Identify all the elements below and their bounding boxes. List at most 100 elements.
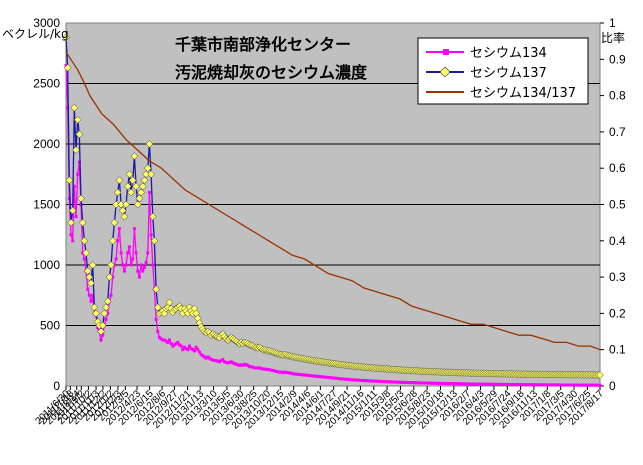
chart-title-line2: 汚泥焼却灰のセシウム濃度 bbox=[175, 63, 368, 82]
series-1-point bbox=[343, 377, 347, 381]
series-1-point bbox=[77, 160, 81, 164]
series-1-point bbox=[261, 367, 265, 371]
series-1-point bbox=[239, 363, 243, 367]
series-2-point bbox=[88, 261, 97, 269]
series-1-point bbox=[533, 383, 537, 387]
series-1-point bbox=[216, 359, 220, 363]
series-1-point bbox=[536, 383, 540, 387]
series-1-point bbox=[136, 269, 140, 273]
series-1-point bbox=[585, 383, 589, 387]
series-1-point bbox=[117, 227, 121, 231]
series-1-point bbox=[369, 379, 373, 383]
series-1-point bbox=[243, 362, 247, 366]
series-1-point bbox=[359, 378, 363, 382]
series-1-point bbox=[541, 383, 545, 387]
series-1-point bbox=[453, 382, 457, 386]
series-1-point bbox=[234, 362, 238, 366]
series-1-point bbox=[86, 287, 90, 291]
series-1-point bbox=[338, 377, 342, 381]
series-1-point bbox=[219, 359, 223, 363]
series-2-point bbox=[113, 188, 122, 197]
series-2-point bbox=[135, 194, 144, 203]
series-1-point bbox=[334, 376, 338, 380]
series-1-point bbox=[441, 381, 445, 385]
series-1-point bbox=[506, 382, 510, 386]
series-1-point bbox=[376, 379, 380, 383]
series-2-point bbox=[63, 63, 72, 72]
series-1-point bbox=[179, 344, 183, 348]
series-1-point bbox=[535, 383, 539, 387]
series-1-point bbox=[156, 330, 160, 334]
series-2-point bbox=[105, 273, 114, 281]
series-1-point bbox=[192, 349, 196, 353]
series-1-point bbox=[446, 382, 450, 386]
series-1-point bbox=[521, 383, 525, 387]
series-1-point bbox=[563, 383, 567, 387]
series-2-point bbox=[148, 212, 157, 221]
series-1-point bbox=[560, 383, 564, 387]
series-2-point bbox=[75, 130, 84, 139]
series-1-point bbox=[378, 379, 382, 383]
series-1-point bbox=[74, 215, 78, 219]
series-2-point bbox=[62, 33, 70, 42]
series-1-point bbox=[520, 383, 524, 387]
series-1-point bbox=[485, 382, 489, 386]
series-2-point bbox=[100, 309, 109, 318]
series-1-point bbox=[478, 382, 482, 386]
series-1-point bbox=[161, 338, 165, 342]
series-2-point bbox=[82, 249, 90, 257]
series-1-point bbox=[299, 373, 303, 377]
series-1-point bbox=[580, 383, 584, 387]
series-1-point bbox=[76, 172, 80, 176]
series-1-point bbox=[379, 379, 383, 383]
series-1-point bbox=[418, 381, 422, 385]
series-1-point bbox=[226, 361, 230, 365]
series-2-point bbox=[77, 194, 85, 203]
series-1-point bbox=[431, 381, 435, 385]
series-1-point bbox=[575, 383, 579, 387]
series-1-point bbox=[248, 365, 252, 369]
series-1-point bbox=[449, 382, 453, 386]
series-1-point bbox=[396, 380, 400, 384]
y-right-tick-label: 0.7 bbox=[609, 125, 626, 139]
series-1-point bbox=[356, 378, 360, 382]
series-1-point bbox=[69, 233, 73, 237]
series-1-point bbox=[229, 360, 233, 364]
y-right-tick-label: 0.3 bbox=[609, 270, 626, 284]
series-2-point bbox=[122, 200, 130, 209]
series-1-point bbox=[551, 383, 555, 387]
series-1-point bbox=[318, 375, 322, 379]
series-1-point bbox=[176, 340, 180, 344]
series-1-point bbox=[488, 382, 492, 386]
series-1-point bbox=[137, 275, 141, 279]
series-1-point bbox=[194, 345, 198, 349]
series-1-point bbox=[284, 370, 288, 374]
series-1-point bbox=[109, 293, 113, 297]
series-1-point bbox=[493, 382, 497, 386]
series-1-point bbox=[291, 372, 295, 376]
series-1-point bbox=[187, 344, 191, 348]
series-1-point bbox=[358, 378, 362, 382]
series-1-point bbox=[199, 353, 203, 357]
series-1-point bbox=[72, 184, 76, 188]
series-1-point bbox=[593, 383, 597, 387]
series-1-point bbox=[501, 382, 505, 386]
series-1-point bbox=[351, 378, 355, 382]
series-1-point bbox=[386, 380, 390, 384]
series-1-point bbox=[389, 380, 393, 384]
series-1-point bbox=[408, 381, 412, 385]
series-2-point bbox=[120, 212, 129, 221]
series-1-point bbox=[595, 383, 599, 387]
series-1-point bbox=[545, 383, 549, 387]
series-1-point bbox=[591, 383, 595, 387]
legend-marker bbox=[443, 49, 449, 55]
series-1-point bbox=[266, 368, 270, 372]
series-group bbox=[62, 33, 604, 387]
series-1-point bbox=[466, 382, 470, 386]
series-1-point bbox=[491, 382, 495, 386]
series-1-point bbox=[206, 355, 210, 359]
series-1-point bbox=[461, 382, 465, 386]
series-2-point bbox=[107, 261, 115, 269]
series-1-point bbox=[571, 383, 575, 387]
series-1-point bbox=[116, 239, 120, 243]
